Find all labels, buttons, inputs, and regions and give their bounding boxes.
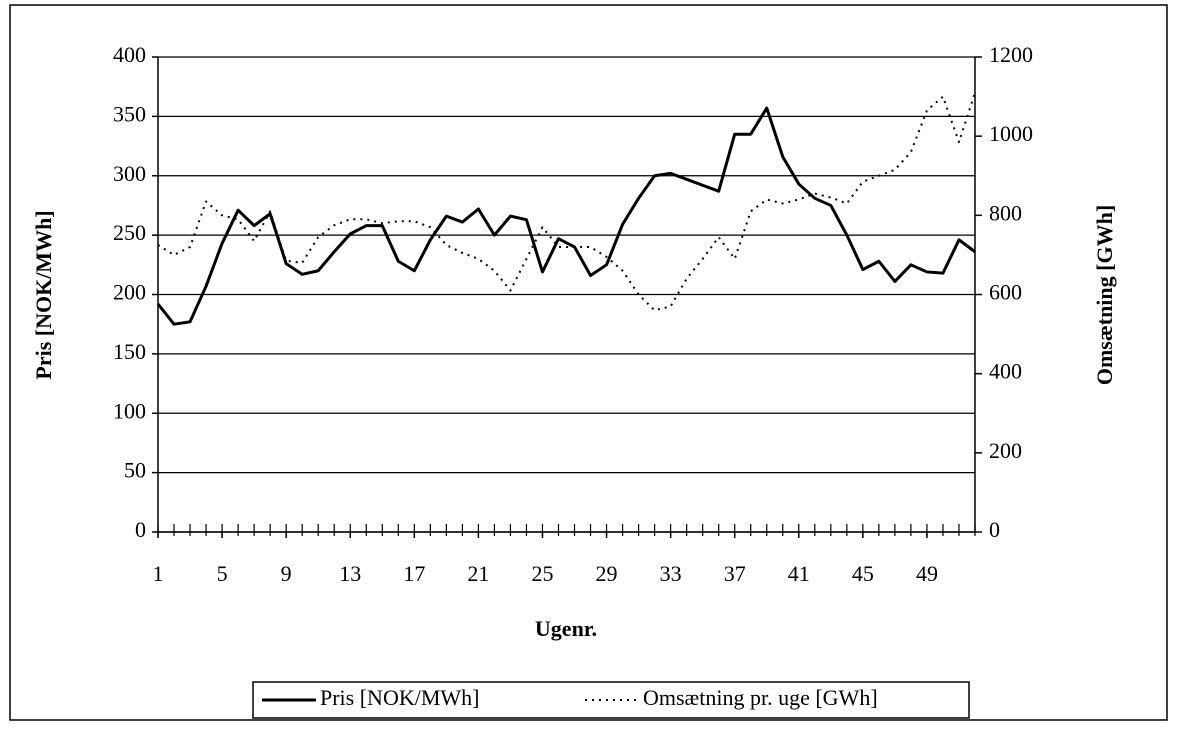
series-line	[157, 92, 976, 312]
x-tick-label: 41	[788, 561, 810, 586]
y-tick-label: 250	[113, 220, 146, 245]
frame	[9, 4, 1168, 721]
y-tick-label: 300	[113, 161, 146, 186]
x-tick-label: 13	[339, 561, 361, 586]
y-tick-label: 200	[113, 280, 146, 305]
x-tick-label: 5	[217, 561, 228, 586]
x-tick-label: 25	[531, 561, 553, 586]
y2-tick-label: 1200	[989, 42, 1033, 67]
x-tick-label: 33	[660, 561, 682, 586]
y2-tick-label: 0	[989, 517, 1000, 542]
legend-label: Omsætning pr. uge [GWh]	[643, 685, 878, 710]
x-tick-label: 17	[403, 561, 425, 586]
x-tick-label: 21	[467, 561, 489, 586]
y-axis-title: Pris [NOK/MWh]	[31, 210, 56, 379]
y2-tick-label: 800	[989, 200, 1022, 225]
y-tick-label: 50	[124, 458, 146, 483]
series-line	[156, 106, 976, 326]
y2-axis-title: Omsætning [GWh]	[1092, 205, 1117, 385]
y2-tick-label: 600	[989, 280, 1022, 305]
y2-tick-label: 400	[989, 359, 1022, 384]
x-tick-label: 45	[852, 561, 874, 586]
x-tick-label: 37	[724, 561, 746, 586]
y-tick-label: 350	[113, 101, 146, 126]
y-tick-label: 0	[135, 517, 146, 542]
x-tick-label: 29	[596, 561, 618, 586]
x-tick-label: 49	[916, 561, 938, 586]
x-axis-title: Ugenr.	[535, 616, 597, 641]
y-tick-label: 100	[113, 398, 146, 423]
y-tick-label: 150	[113, 339, 146, 364]
legend-box	[252, 681, 970, 719]
legend-label: Pris [NOK/MWh]	[320, 685, 480, 710]
x-tick-label: 1	[153, 561, 164, 586]
y-tick-label: 400	[113, 42, 146, 67]
y2-tick-label: 1000	[989, 121, 1033, 146]
y2-tick-label: 200	[989, 438, 1022, 463]
x-tick-label: 9	[281, 561, 292, 586]
